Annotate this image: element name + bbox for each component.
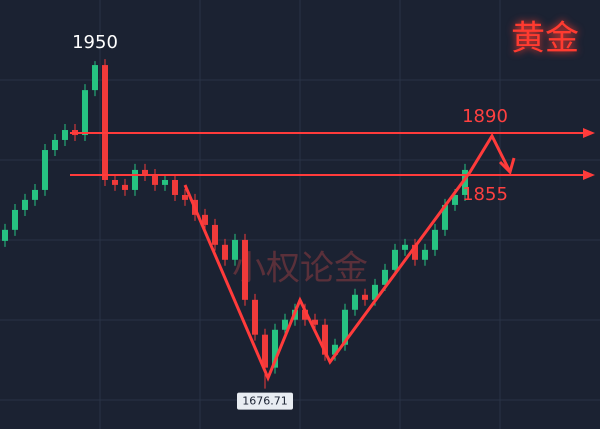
candle-body (412, 244, 418, 260)
candle-body (32, 189, 38, 200)
candle-body (22, 199, 28, 210)
candle-body (82, 90, 88, 136)
candle-body (262, 334, 268, 368)
candle-body (92, 65, 98, 91)
watermark: 小权论金 (232, 249, 368, 289)
level-arrow (583, 169, 595, 180)
candle-body (212, 224, 218, 245)
candle-body (42, 150, 48, 190)
candle-body (132, 169, 138, 190)
candle-body (2, 229, 8, 241)
candle-body (462, 169, 468, 195)
candle-body (152, 174, 158, 185)
candle-body (442, 204, 448, 230)
chart-title: 黄金 (511, 19, 579, 59)
level-label: 1855 (462, 184, 508, 205)
candle-body (452, 194, 458, 205)
candle-body (302, 309, 308, 320)
candle-body (332, 344, 338, 355)
candle-body (422, 249, 428, 260)
candle-body (382, 269, 388, 285)
low-tag: 1676.71 (242, 395, 288, 408)
candle-body (342, 309, 348, 345)
candle-body (362, 294, 368, 300)
level-arrow (583, 128, 595, 139)
candle-body (432, 229, 438, 250)
level-label: 1890 (462, 106, 508, 127)
candle-body (402, 244, 408, 250)
candle-body (52, 139, 58, 151)
candle-body (12, 209, 18, 230)
candle-body (122, 184, 128, 190)
candle-body (222, 244, 228, 260)
trend-arrow (183, 132, 512, 382)
arrow-head (498, 157, 516, 175)
candle-body (162, 179, 168, 185)
candle-body (62, 130, 68, 140)
candle-body (242, 239, 248, 300)
candle-body (202, 214, 208, 225)
candle-body (352, 294, 358, 310)
peak-label: 1950 (72, 32, 118, 53)
candle-body (392, 249, 398, 270)
candle-body (322, 324, 328, 355)
candle-body (112, 179, 118, 185)
candle-body (232, 239, 238, 260)
candle-body (142, 169, 148, 175)
candle-body (172, 179, 178, 195)
candle-body (102, 65, 108, 180)
candle-body (372, 284, 378, 300)
low-tag-box (237, 392, 293, 410)
candle-body (282, 319, 288, 330)
candle-body (252, 299, 258, 335)
candle-body (272, 329, 278, 368)
candle-body (312, 319, 318, 325)
candle-body (182, 194, 188, 200)
